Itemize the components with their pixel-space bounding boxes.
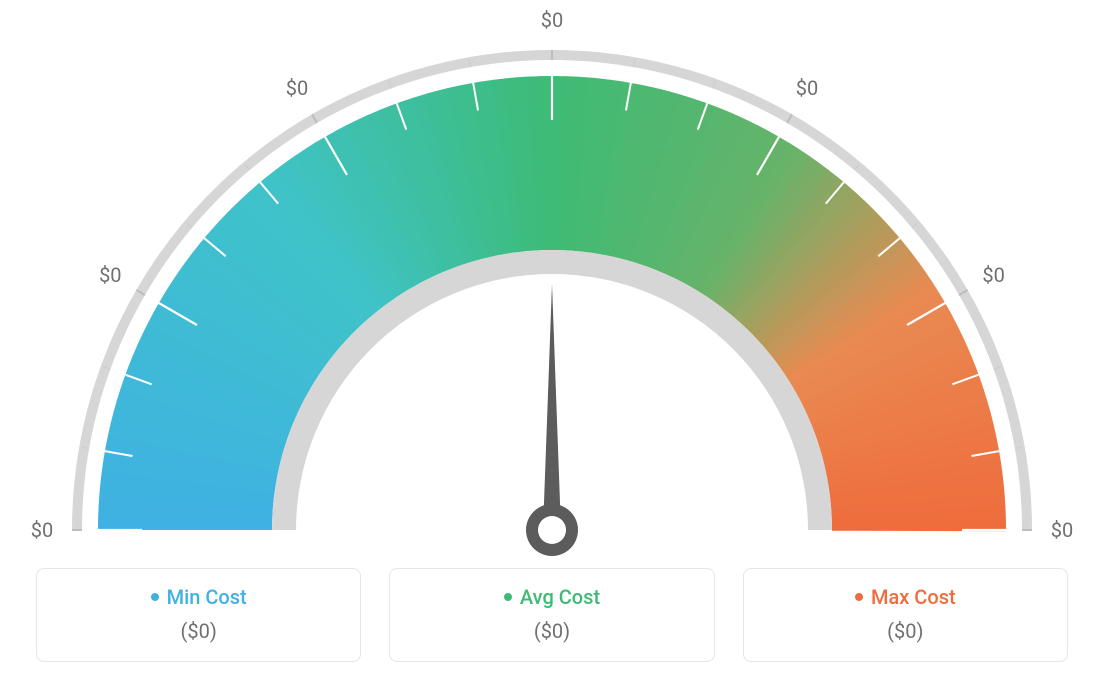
- legend-row: Min Cost ($0) Avg Cost ($0) Max Cost ($0…: [0, 568, 1104, 662]
- gauge-scale-label: $0: [796, 76, 818, 100]
- legend-dot-avg: [504, 593, 512, 601]
- gauge-scale-label: $0: [99, 263, 121, 287]
- legend-value-max: ($0): [744, 619, 1067, 643]
- legend-title-max: Max Cost: [855, 585, 956, 609]
- legend-dot-max: [855, 593, 863, 601]
- legend-card-max: Max Cost ($0): [743, 568, 1068, 662]
- legend-title-avg: Avg Cost: [504, 585, 600, 609]
- legend-title-min: Min Cost: [151, 585, 247, 609]
- gauge-chart: $0 $0 $0 $0 $0 $0 $0: [0, 0, 1104, 560]
- gauge-scale-label: $0: [1051, 518, 1073, 542]
- legend-dot-min: [151, 593, 159, 601]
- legend-title-text-min: Min Cost: [167, 585, 247, 609]
- gauge-scale-label: $0: [31, 518, 53, 542]
- gauge-svg: [0, 0, 1104, 560]
- gauge-scale-label: $0: [982, 263, 1004, 287]
- legend-title-text-avg: Avg Cost: [520, 585, 600, 609]
- gauge-scale-label: $0: [286, 76, 308, 100]
- legend-value-avg: ($0): [390, 619, 713, 643]
- legend-card-min: Min Cost ($0): [36, 568, 361, 662]
- gauge-scale-label: $0: [541, 8, 563, 32]
- legend-title-text-max: Max Cost: [871, 585, 956, 609]
- legend-value-min: ($0): [37, 619, 360, 643]
- legend-card-avg: Avg Cost ($0): [389, 568, 714, 662]
